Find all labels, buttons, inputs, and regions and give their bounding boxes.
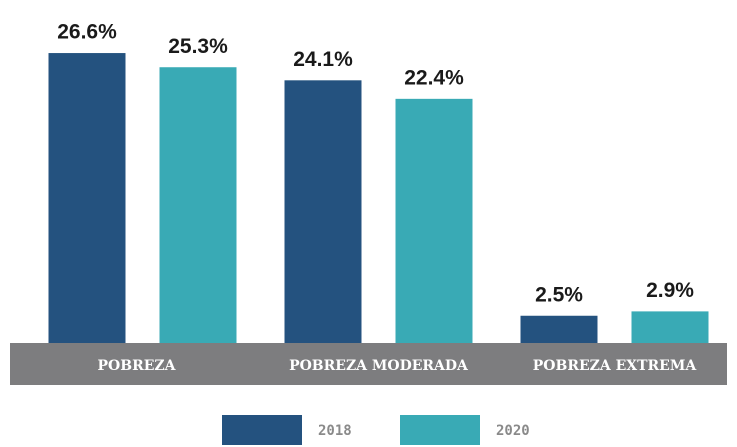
data-label: 25.3% xyxy=(168,35,228,58)
data-label: 26.6% xyxy=(57,21,117,44)
legend-swatch xyxy=(400,415,480,445)
data-label: 2.9% xyxy=(646,279,694,302)
bar xyxy=(395,98,473,343)
legend-swatch xyxy=(222,415,302,445)
bar xyxy=(520,315,598,343)
bar xyxy=(284,80,362,343)
x-tick-label: POBREZA xyxy=(98,358,177,374)
legend-label: 2020 xyxy=(496,423,530,439)
bar xyxy=(159,67,237,343)
bar xyxy=(631,311,709,343)
x-tick-label: POBREZA MODERADA xyxy=(289,358,469,374)
legend-label: 2018 xyxy=(318,423,352,439)
data-label: 2.5% xyxy=(535,283,583,306)
category-band xyxy=(10,343,727,385)
data-label: 22.4% xyxy=(404,66,464,89)
data-label: 24.1% xyxy=(293,48,353,71)
bar xyxy=(48,53,126,344)
x-tick-label: POBREZA EXTREMA xyxy=(533,358,698,374)
